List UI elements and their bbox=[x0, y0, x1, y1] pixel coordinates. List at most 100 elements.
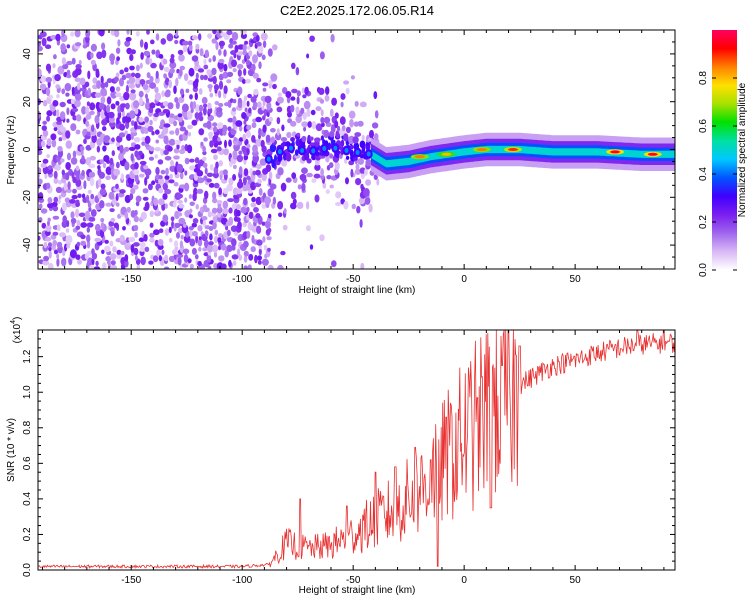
spectrogram-cell bbox=[57, 145, 63, 152]
spectrogram-cell bbox=[198, 111, 203, 118]
spectrogram-cell bbox=[184, 157, 190, 165]
spectrogram-cell bbox=[343, 80, 350, 85]
spectrogram-cell bbox=[212, 244, 219, 253]
spectrogram-cell bbox=[75, 208, 80, 218]
spectrogram-cell bbox=[115, 183, 119, 189]
spectrogram-cell bbox=[276, 128, 280, 136]
spectrogram-cell bbox=[187, 258, 192, 264]
spectrogram-cell bbox=[189, 94, 193, 100]
spectrogram-cell bbox=[182, 223, 187, 228]
spectrogram-cell bbox=[368, 203, 373, 213]
spectrogram-cell bbox=[85, 120, 89, 127]
spectrogram-cell bbox=[115, 100, 120, 106]
spectrogram-cell bbox=[267, 188, 274, 197]
spectrogram-cell bbox=[218, 80, 224, 90]
spectrogram-cell bbox=[291, 62, 296, 69]
spectrogram-cell bbox=[38, 45, 43, 52]
spectrogram-cell bbox=[47, 165, 53, 170]
spectrogram-cell bbox=[319, 234, 325, 242]
spectrogram-cell bbox=[209, 164, 214, 171]
spectrogram-cell bbox=[178, 203, 185, 209]
spectrogram-cell bbox=[231, 238, 237, 247]
spectrogram-cell bbox=[40, 75, 47, 83]
spectrogram-cell bbox=[46, 115, 51, 122]
spectrogram-cell bbox=[106, 78, 113, 84]
spectrogram-cell bbox=[59, 101, 66, 108]
spectrogram-cell bbox=[94, 92, 102, 98]
spectrogram-cell bbox=[139, 246, 146, 252]
spectrogram-cell bbox=[266, 101, 272, 111]
spectrogram-cell bbox=[66, 107, 70, 115]
spectrogram-cell bbox=[236, 154, 244, 163]
y-tick-label: 0.2 bbox=[22, 527, 33, 541]
spectrogram-cell bbox=[197, 177, 205, 184]
spectrogram-cell bbox=[66, 118, 70, 123]
spectrogram-cell bbox=[124, 67, 129, 73]
spectrogram-cell bbox=[130, 187, 136, 195]
spectrogram-cell bbox=[85, 144, 92, 151]
spectrogram-cell bbox=[188, 214, 193, 219]
spectrogram-cell bbox=[170, 54, 175, 59]
spectrogram-cell bbox=[47, 217, 51, 222]
spectrogram-cell bbox=[227, 117, 234, 123]
spectrogram-cell bbox=[76, 219, 81, 226]
spectrogram-cell bbox=[75, 165, 80, 171]
spectrogram-cell bbox=[48, 250, 52, 259]
spectrogram-cells bbox=[38, 30, 381, 269]
spectrogram-cell bbox=[119, 144, 124, 154]
spectrogram-cell bbox=[170, 216, 175, 222]
spectrogram-cell bbox=[242, 176, 247, 186]
spectrogram-cell bbox=[364, 168, 368, 176]
spectrogram-cell bbox=[103, 155, 110, 163]
spectrogram-cell bbox=[109, 227, 115, 232]
spectrogram-cell bbox=[340, 93, 346, 100]
spectrogram-cell bbox=[191, 35, 198, 40]
spectrogram-cell bbox=[134, 209, 138, 216]
spectrogram-cell bbox=[88, 216, 96, 222]
spectrogram-cell bbox=[226, 79, 232, 84]
spectrogram-cell bbox=[130, 244, 135, 253]
spectrogram-cell bbox=[238, 137, 244, 142]
spectrogram-cell bbox=[373, 91, 378, 100]
spectrogram-cell bbox=[74, 67, 82, 76]
spectrogram-cell bbox=[46, 182, 51, 189]
spectrogram-cell bbox=[120, 173, 124, 181]
spectrogram-cell bbox=[186, 110, 193, 120]
spectrogram-cell bbox=[118, 132, 126, 138]
spectrogram-cell bbox=[227, 198, 235, 203]
spectrogram-cell bbox=[253, 88, 259, 96]
spectrogram-cell bbox=[151, 180, 156, 185]
spectrogram-cell bbox=[231, 254, 239, 260]
spectrogram-cell bbox=[66, 220, 70, 228]
spectrogram-cell bbox=[277, 167, 284, 176]
spectrogram-cell bbox=[256, 239, 263, 246]
spectrogram-cell bbox=[140, 52, 144, 60]
spectrogram-cell bbox=[147, 125, 154, 133]
spectrogram-cell bbox=[162, 193, 168, 200]
spectrogram-cell bbox=[323, 129, 330, 139]
spectrogram-cell bbox=[56, 224, 61, 232]
spectrogram-cell bbox=[181, 144, 185, 151]
spectrogram-cell bbox=[75, 42, 82, 47]
spectrogram-cell bbox=[75, 114, 82, 122]
spectrogram-cell bbox=[94, 115, 100, 124]
spectrogram-cell bbox=[46, 138, 52, 147]
spectrogram-cell bbox=[173, 182, 179, 187]
spectrogram-cell bbox=[129, 110, 136, 119]
spectrogram-cell bbox=[320, 117, 325, 124]
spectrogram-cell bbox=[192, 218, 199, 224]
spectrogram-cell bbox=[274, 132, 282, 141]
spectrogram-cell bbox=[207, 76, 214, 82]
spectrogram-cell bbox=[181, 103, 189, 113]
spectrogram-cell bbox=[144, 121, 150, 129]
spectrogram-cell bbox=[140, 211, 147, 220]
spectrogram-cell bbox=[110, 260, 116, 266]
spectrogram-cell bbox=[220, 32, 227, 37]
spectrogram-cell bbox=[211, 67, 217, 76]
spectrogram-cell bbox=[165, 89, 171, 95]
spectrogram-cell bbox=[38, 203, 43, 209]
spectrogram-cell bbox=[200, 74, 204, 81]
spectrogram-cell bbox=[87, 87, 92, 97]
spectrogram-cell bbox=[60, 158, 65, 163]
spectrogram-cell bbox=[146, 72, 151, 79]
